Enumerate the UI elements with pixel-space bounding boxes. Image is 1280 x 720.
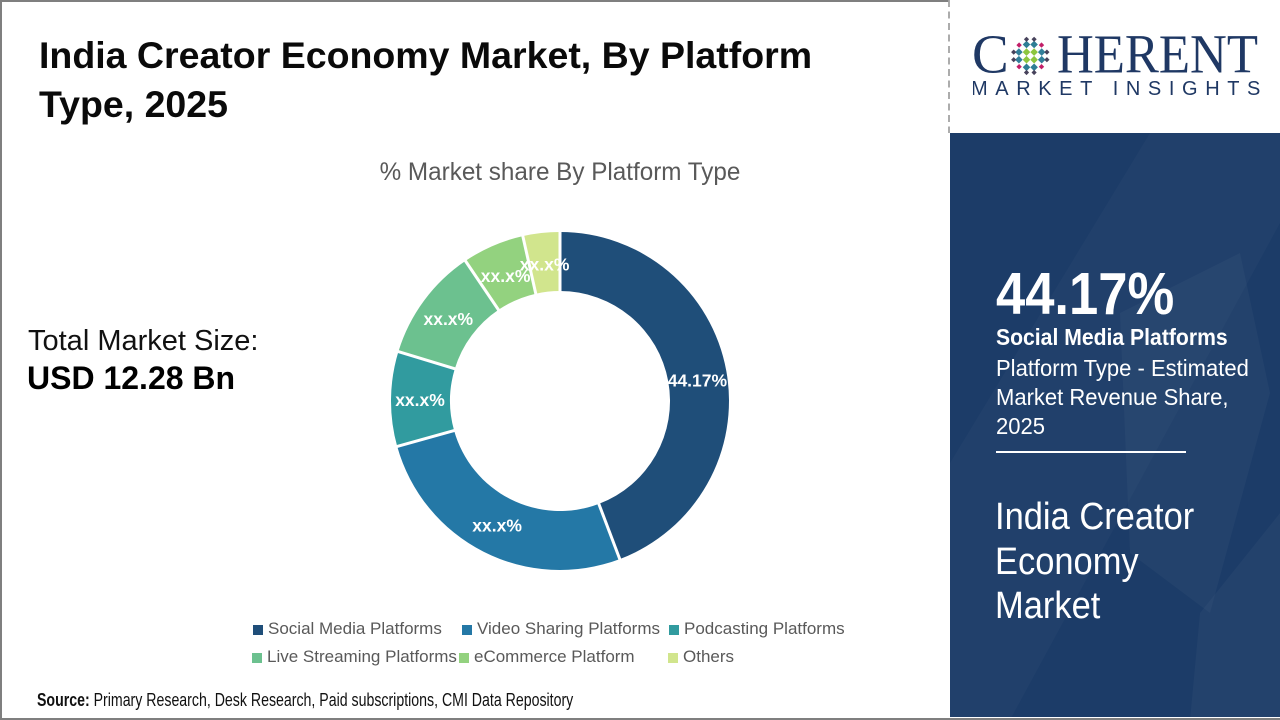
svg-text:C: C: [973, 26, 1009, 85]
svg-text:44.17%: 44.17%: [668, 371, 728, 391]
svg-text:xx.x%: xx.x%: [520, 254, 570, 274]
svg-text:xx.x%: xx.x%: [472, 516, 522, 536]
svg-text:xx.x%: xx.x%: [423, 309, 473, 329]
svg-text:xx.x%: xx.x%: [481, 266, 531, 286]
svg-text:HERENT: HERENT: [1057, 26, 1258, 85]
svg-text:xx.x%: xx.x%: [395, 390, 445, 410]
svg-text:MARKET INSIGHTS: MARKET INSIGHTS: [973, 78, 1268, 100]
